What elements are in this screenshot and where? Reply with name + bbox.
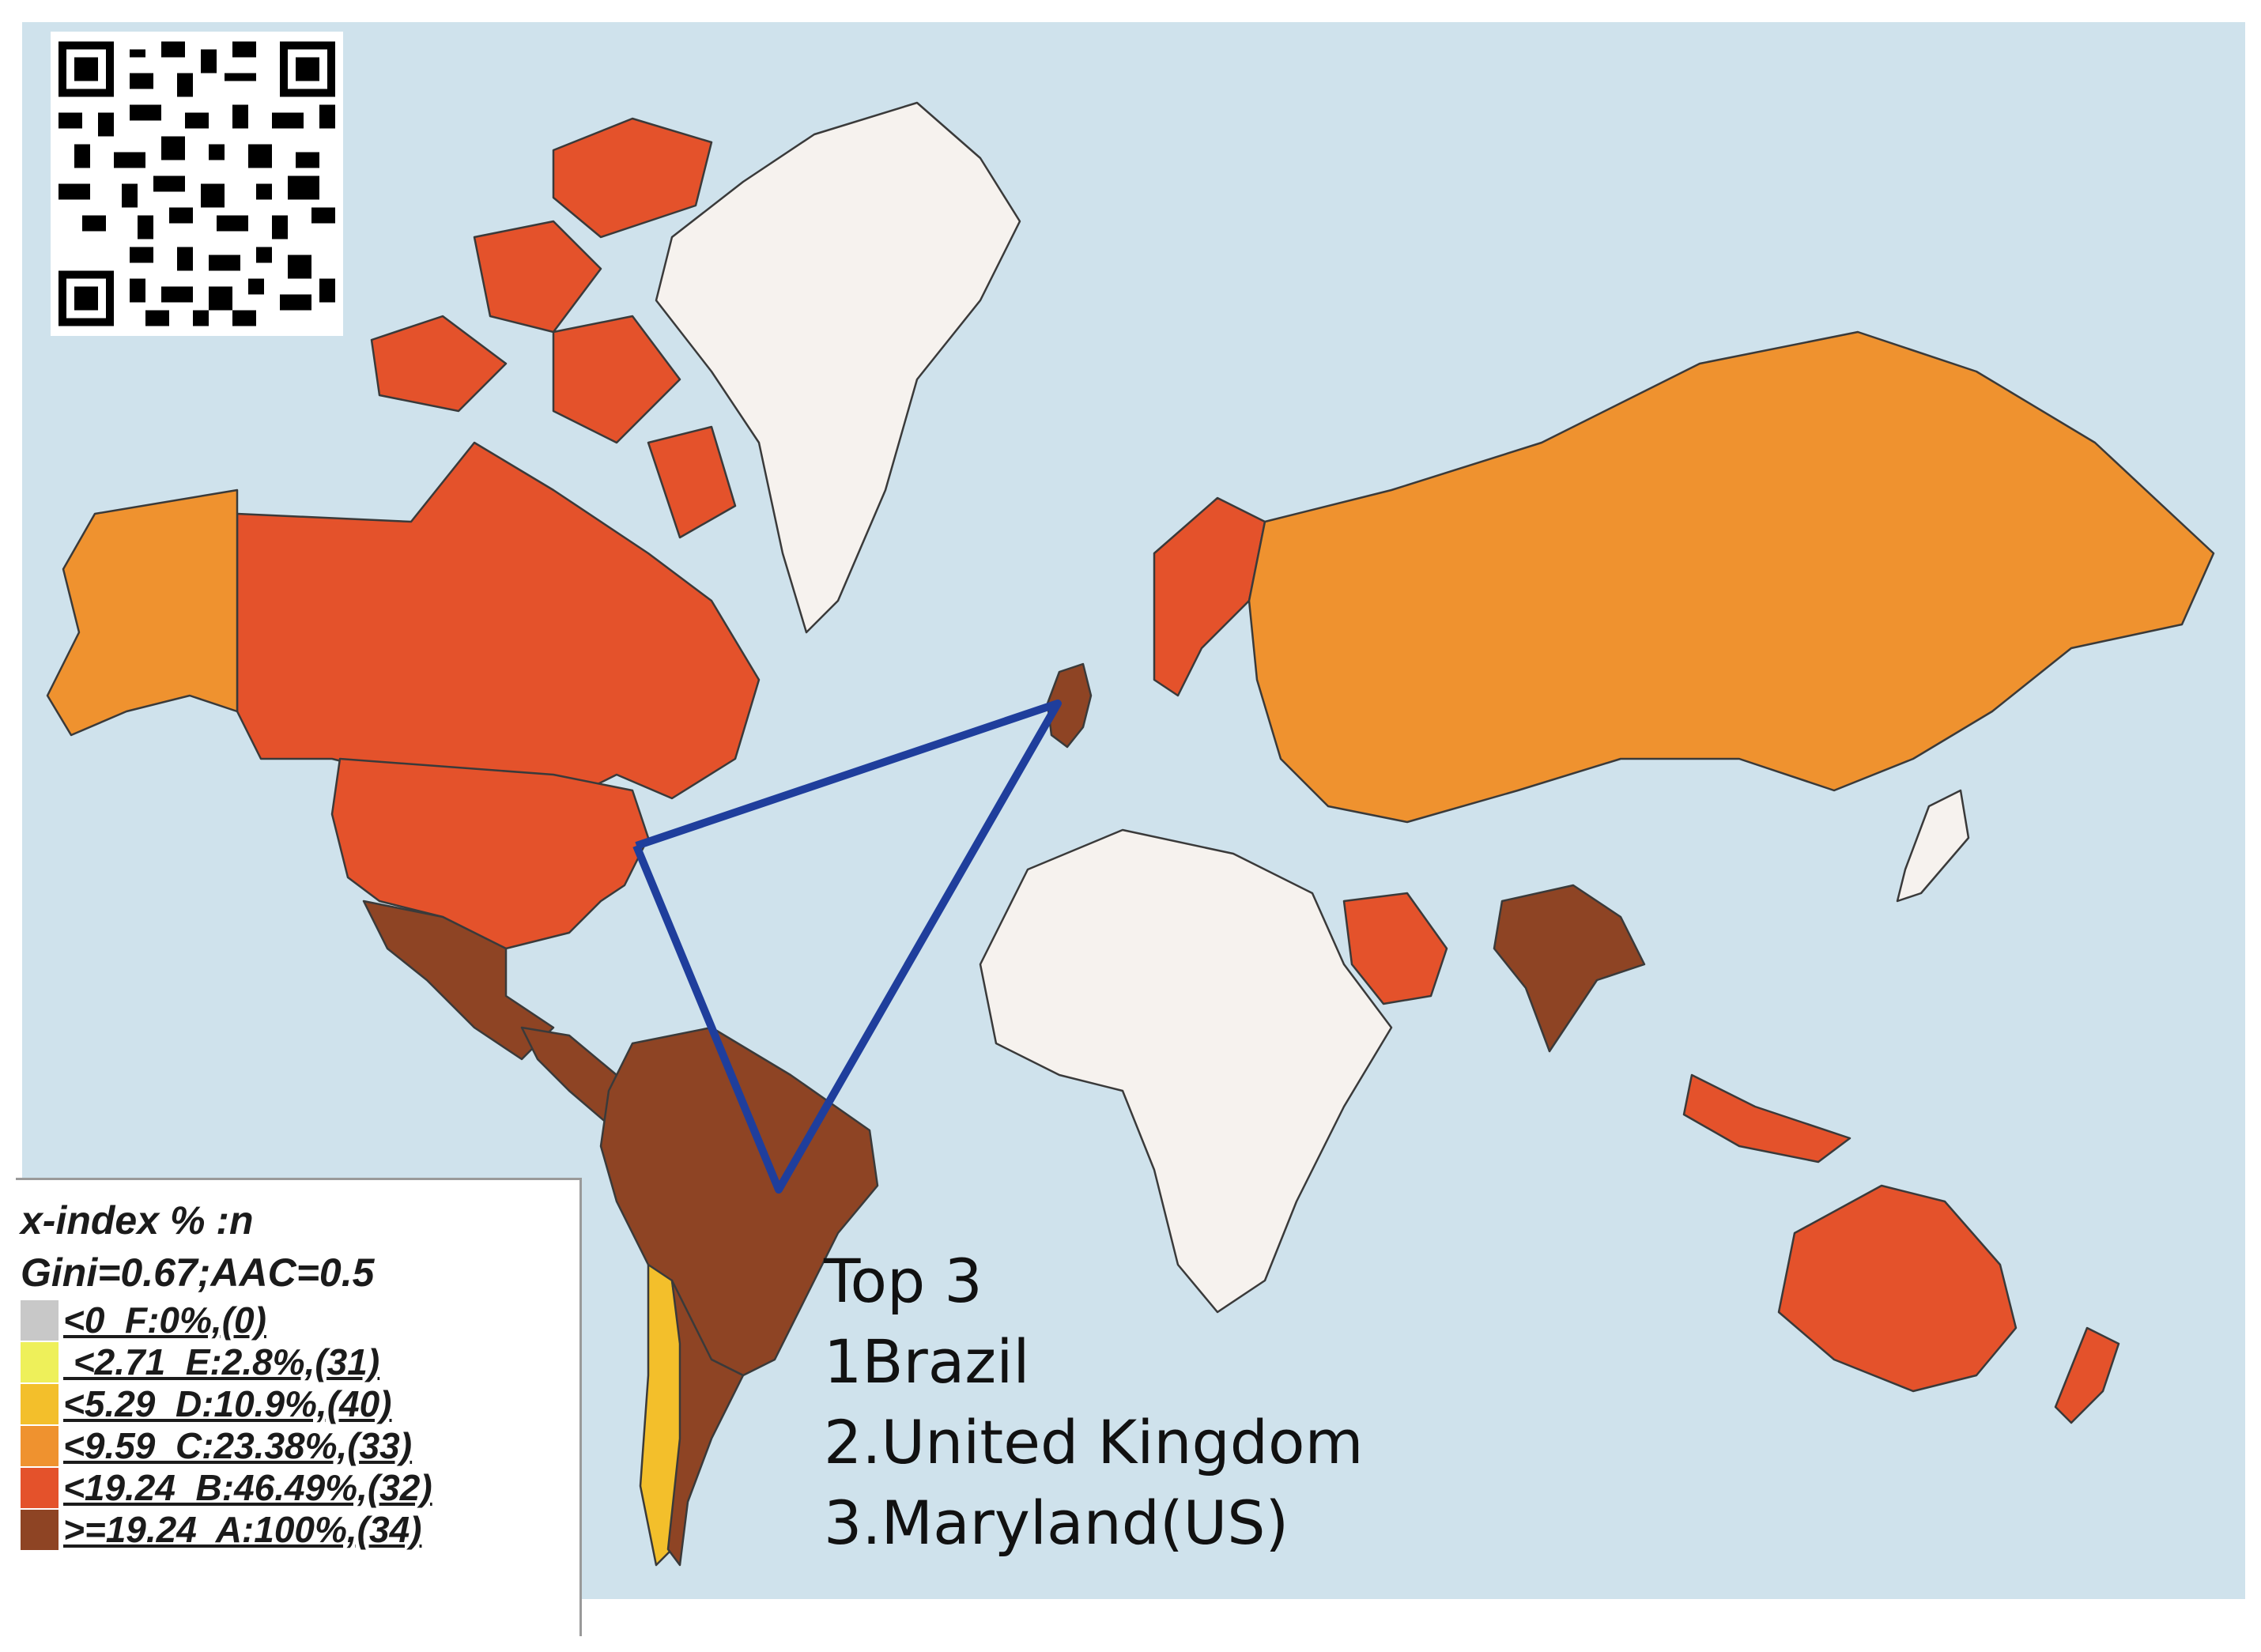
legend-label-b: <19.24 B:46.49%,(32) xyxy=(63,1467,432,1508)
india[interactable] xyxy=(1493,884,1646,1053)
legend-label-a: >=19.24 A:100%,(34) xyxy=(63,1509,422,1550)
top-3-item-united-kingdom: 2.United Kingdom xyxy=(824,1407,1364,1477)
legend-stats: Gini=0.67;AAC=0.5 xyxy=(21,1250,375,1295)
legend-swatch-d xyxy=(21,1384,59,1424)
top-3-item-brazil: 1Brazil xyxy=(824,1326,1030,1397)
legend-label-f: <0 F:0%,(0) xyxy=(63,1299,266,1341)
canada[interactable] xyxy=(236,441,761,808)
indonesia[interactable] xyxy=(1682,1073,1851,1164)
legend-item-f: <0 F:0%,(0) xyxy=(21,1300,579,1341)
saudi-arabia[interactable] xyxy=(1342,892,1448,1005)
legend-label-c: <9.59 C:23.38%,(33) xyxy=(63,1425,413,1466)
top-3-annotation: Top 3 1Brazil 2.United Kingdom 3.Marylan… xyxy=(824,1241,1364,1563)
legend-item-c: <9.59 C:23.38%,(33) xyxy=(21,1426,579,1466)
legend-swatch-a xyxy=(21,1510,59,1550)
legend-swatch-f xyxy=(21,1300,59,1341)
japan[interactable] xyxy=(1896,789,1970,903)
legend-item-d: <5.29 D:10.9%,(40) xyxy=(21,1384,579,1424)
legend-item-e: <2.71 E:2.8%,(31) xyxy=(21,1342,579,1382)
alaska[interactable] xyxy=(46,488,239,737)
top-3-title: Top 3 xyxy=(824,1246,983,1316)
legend-items: <0 F:0%,(0) <2.71 E:2.8%,(31) <5.29 D:10… xyxy=(21,1300,579,1550)
argentina[interactable] xyxy=(666,1279,745,1567)
legend-swatch-b xyxy=(21,1468,59,1508)
route-line xyxy=(632,700,1062,1194)
australia[interactable] xyxy=(1777,1184,2018,1393)
new-zealand[interactable] xyxy=(2054,1326,2120,1424)
legend-item-a: >=19.24 A:100%,(34) xyxy=(21,1510,579,1550)
greenland[interactable] xyxy=(655,101,1021,634)
top-3-item-maryland: 3.Maryland(US) xyxy=(824,1488,1289,1558)
legend-swatch-e xyxy=(21,1342,59,1382)
legend-title: x-index % :n xyxy=(21,1198,254,1243)
africa[interactable] xyxy=(979,828,1393,1314)
norway-sweden[interactable] xyxy=(1153,496,1266,697)
legend-label-d: <5.29 D:10.9%,(40) xyxy=(63,1383,392,1424)
legend-item-b: <19.24 B:46.49%,(32) xyxy=(21,1468,579,1508)
canada-arctic-islands[interactable] xyxy=(370,117,737,539)
russia[interactable] xyxy=(1248,330,2215,824)
legend-swatch-c xyxy=(21,1426,59,1466)
usa[interactable] xyxy=(330,757,650,950)
qr-code-icon xyxy=(51,33,343,334)
map-legend: x-index % :n Gini=0.67;AAC=0.5 <0 F:0%,(… xyxy=(16,1178,582,1636)
qr-code[interactable] xyxy=(51,32,343,336)
legend-label-e: <2.71 E:2.8%,(31) xyxy=(63,1341,380,1382)
